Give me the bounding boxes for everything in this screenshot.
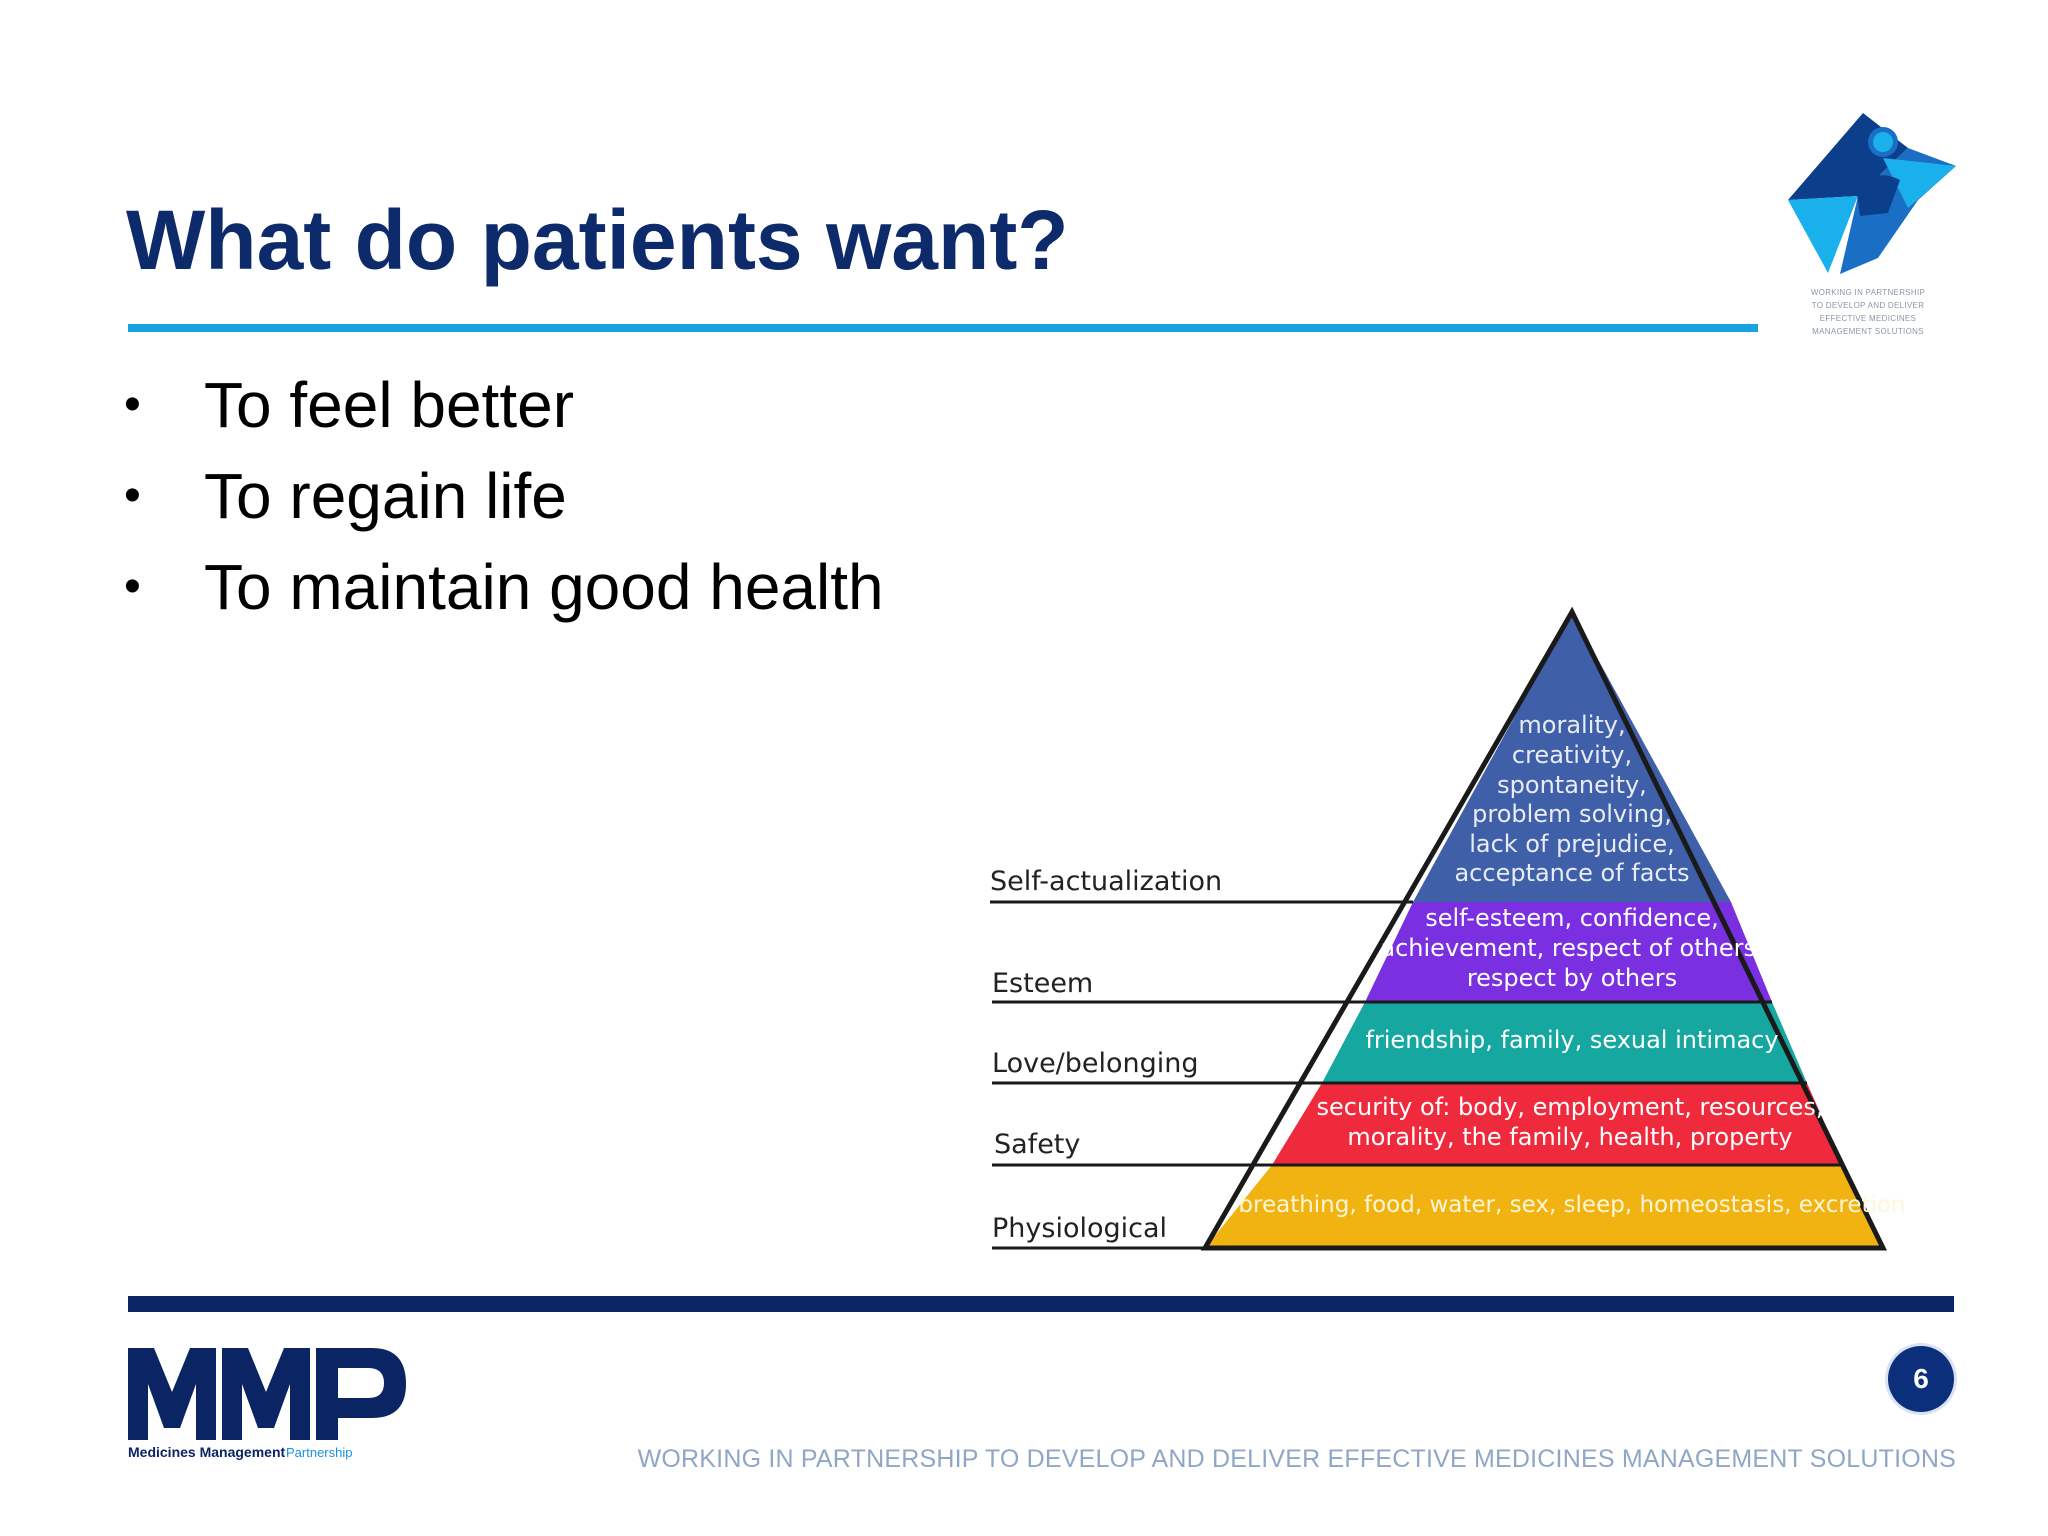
band-text: acceptance of facts	[1454, 859, 1689, 887]
level-label-safety: Safety	[994, 1129, 1080, 1160]
band-text: self-esteem, confidence,	[1425, 904, 1719, 932]
bullet-text: To regain life	[204, 460, 567, 532]
band-text: spontaneity,	[1497, 771, 1647, 799]
band-text: friendship, family, sexual intimacy	[1365, 1026, 1778, 1054]
maslow-pyramid: Self-actualization Esteem Love/belonging…	[990, 606, 1906, 1251]
logo-line: MANAGEMENT SOLUTIONS	[1812, 327, 1924, 336]
mmp-logo-suffix: Partnership	[286, 1445, 352, 1460]
mmp-logo-name: Medicines Management	[128, 1444, 285, 1460]
pyramid-band-safety	[1272, 1083, 1843, 1165]
band-text: respect by others	[1467, 964, 1677, 992]
band-text: problem solving,	[1472, 800, 1672, 828]
band-text: security of: body, employment, resources…	[1317, 1093, 1824, 1121]
page-number-badge: 6	[1888, 1346, 1954, 1412]
pyramid-outline	[1200, 606, 1888, 1251]
band-text: breathing, food, water, sex, sleep, home…	[1238, 1192, 1905, 1218]
band-text: lack of prejudice,	[1469, 830, 1675, 858]
level-label-physiological: Physiological	[992, 1213, 1167, 1244]
pyramid-band-self-actualization	[1413, 612, 1731, 902]
band-text: morality, the family, health, property	[1347, 1123, 1792, 1151]
level-label-love-belonging: Love/belonging	[992, 1048, 1199, 1079]
footer-divider	[128, 1296, 1954, 1312]
bullet-marker: •	[124, 378, 141, 431]
slide-title: What do patients want?	[126, 193, 1069, 287]
title-divider	[128, 324, 1758, 332]
bullet-marker: •	[124, 469, 141, 522]
pyramid-band-love-belonging	[1322, 1002, 1807, 1083]
band-text: morality,	[1518, 711, 1625, 739]
logo-line: EFFECTIVE MEDICINES	[1819, 314, 1917, 323]
pyramid-band-esteem	[1365, 902, 1772, 1002]
footer-tagline: WORKING IN PARTNERSHIP TO DEVELOP AND DE…	[637, 1445, 1956, 1473]
level-label-self-actualization: Self-actualization	[990, 866, 1222, 897]
bullet-text: To feel better	[204, 369, 574, 441]
bullet-text: To maintain good health	[204, 551, 884, 623]
mmp-logo: Medicines Management Partnership	[128, 1348, 406, 1460]
logo-line: WORKING IN PARTNERSHIP	[1810, 288, 1926, 297]
bullet-marker: •	[124, 560, 141, 613]
logo-line: TO DEVELOP AND DELIVER	[1811, 301, 1925, 310]
pyramid-band-physiological	[1205, 1165, 1883, 1248]
partnership-logo-text: WORKING IN PARTNERSHIP TO DEVELOP AND DE…	[1770, 286, 1966, 338]
partnership-logo-icon	[1788, 113, 1956, 274]
band-text: creativity,	[1512, 741, 1632, 769]
band-text: achievement, respect of others,	[1380, 934, 1763, 962]
level-label-esteem: Esteem	[992, 968, 1093, 999]
